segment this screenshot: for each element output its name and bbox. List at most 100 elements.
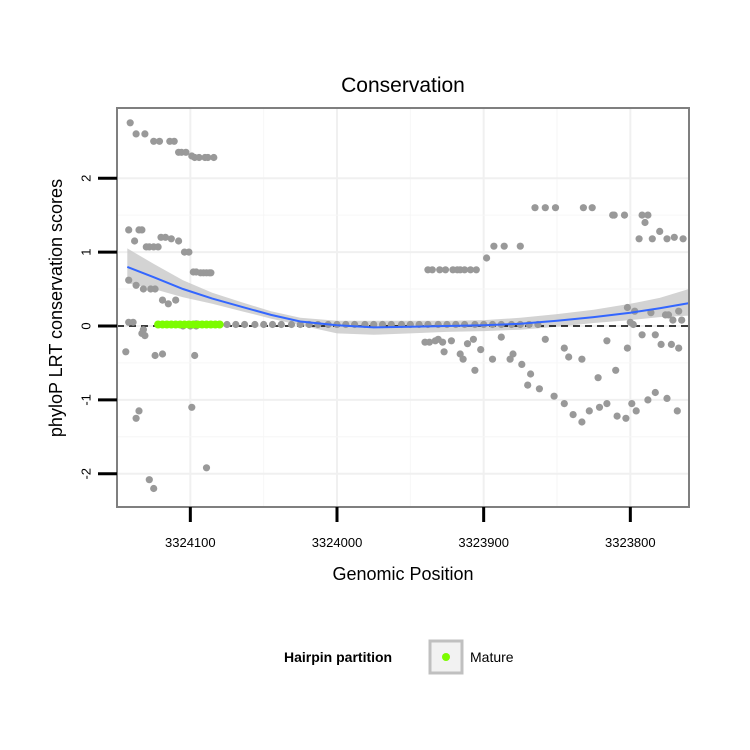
data-point — [164, 300, 172, 308]
x-tick-label: 3323900 — [458, 535, 509, 550]
y-tick-label: -1 — [79, 394, 94, 406]
y-tick-label: 1 — [79, 248, 94, 255]
data-point — [663, 235, 671, 243]
data-point — [560, 400, 568, 408]
data-point — [161, 233, 169, 241]
data-point — [628, 400, 636, 408]
data-point — [431, 337, 439, 345]
plot-background — [117, 108, 689, 507]
data-point — [251, 320, 259, 329]
data-point — [585, 407, 593, 415]
data-point — [663, 394, 671, 402]
x-axis-label: Genomic Position — [332, 564, 473, 584]
data-point — [126, 119, 134, 127]
legend-mature-marker — [442, 653, 450, 661]
data-point — [150, 137, 158, 145]
data-point — [195, 153, 203, 162]
data-point — [623, 303, 632, 312]
data-point — [167, 235, 175, 243]
data-point — [141, 130, 149, 138]
smooth-line — [126, 265, 690, 329]
data-point — [541, 204, 549, 212]
legend: Hairpin partition Mature — [284, 639, 514, 675]
data-point — [551, 204, 560, 212]
data-point — [135, 407, 143, 415]
data-point — [447, 337, 455, 345]
legend-title: Hairpin partition — [284, 649, 392, 665]
data-point — [188, 403, 196, 411]
data-point — [500, 242, 508, 250]
data-point — [182, 148, 190, 156]
data-point — [661, 311, 670, 319]
data-point — [155, 137, 164, 145]
data-point — [632, 407, 640, 415]
data-point — [154, 243, 162, 251]
data-point — [657, 340, 665, 348]
data-point — [131, 237, 139, 245]
data-point — [472, 266, 480, 274]
data-point — [656, 227, 664, 235]
data-point — [679, 235, 687, 243]
data-point — [638, 211, 646, 219]
data-point — [151, 351, 159, 360]
data-point — [483, 254, 491, 262]
data-point — [578, 355, 586, 363]
y-tick-label: 0 — [79, 322, 94, 329]
data-point — [565, 353, 573, 361]
x-axis: 3324100 3324000 3323900 3323800 — [165, 507, 656, 550]
legend-label-mature: Mature — [470, 649, 514, 665]
data-point — [466, 266, 475, 274]
data-point — [170, 137, 178, 145]
data-point — [268, 320, 277, 329]
data-point — [296, 320, 304, 329]
data-point — [172, 296, 180, 304]
data-point — [569, 411, 577, 419]
data-point — [191, 351, 199, 360]
data-point — [287, 320, 296, 329]
plot-panel — [117, 108, 689, 507]
data-point — [141, 332, 149, 340]
data-point — [125, 318, 133, 326]
data-point — [125, 226, 133, 234]
data-point — [490, 242, 498, 250]
data-point — [613, 412, 621, 420]
data-point — [531, 204, 539, 212]
data-point — [673, 407, 681, 415]
data-point — [139, 326, 147, 334]
data-point — [342, 320, 350, 329]
data-point — [527, 370, 535, 378]
data-point — [210, 153, 218, 162]
y-axis: 2 1 0 -1 -2 — [79, 175, 117, 480]
data-point — [579, 204, 588, 212]
data-point — [622, 414, 630, 422]
data-point — [185, 248, 193, 256]
data-point — [524, 381, 532, 389]
data-point — [612, 366, 620, 374]
data-point — [204, 153, 212, 162]
data-point — [620, 211, 629, 219]
data-point — [125, 276, 133, 284]
data-point — [139, 285, 147, 293]
data-point — [452, 320, 460, 329]
data-point — [158, 350, 167, 358]
data-point — [461, 320, 469, 329]
data-point — [670, 233, 678, 241]
data-point — [132, 414, 140, 422]
data-point — [678, 316, 686, 324]
data-point — [469, 335, 477, 343]
x-tick-label: 3323800 — [605, 535, 656, 550]
data-point — [260, 320, 268, 329]
mature-point — [215, 320, 224, 329]
chart-title: Conservation — [341, 74, 465, 97]
data-point — [638, 331, 646, 339]
data-point — [509, 350, 517, 358]
data-point — [145, 476, 153, 484]
data-point — [651, 331, 659, 339]
data-point — [132, 281, 140, 289]
data-point — [151, 285, 159, 293]
data-point — [223, 320, 231, 329]
data-point — [588, 204, 596, 212]
data-point — [439, 338, 447, 346]
data-point — [610, 211, 618, 219]
data-point — [623, 344, 632, 352]
